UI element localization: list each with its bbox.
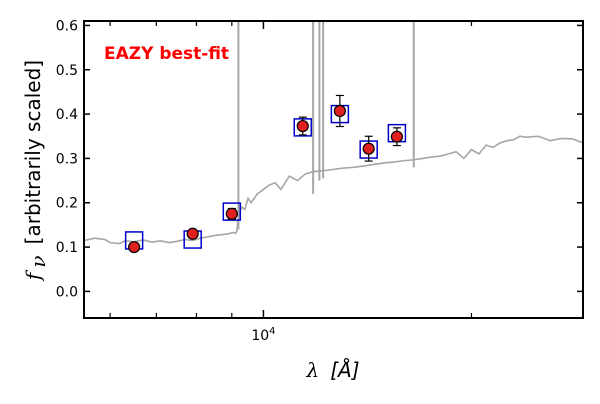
y-tick-label: 0.6 — [56, 18, 78, 34]
observed-photometry-point — [128, 240, 141, 254]
y-tick-label: 0.1 — [56, 240, 78, 256]
observed-photometry-point — [225, 207, 238, 220]
x-axis-label-symbol: λ — [305, 358, 319, 382]
observed-photometry-point — [362, 142, 375, 155]
y-axis-label-text: [arbitrarily scaled] — [21, 60, 45, 244]
eazy-best-fit-annotation: EAZY best-fit — [104, 44, 229, 64]
observed-photometry-point — [296, 119, 309, 133]
x-axis-label-unit: [Å] — [330, 358, 359, 382]
y-tick-label: 0.3 — [56, 151, 78, 167]
y-axis-label: f ν [arbitrarily scaled] — [21, 60, 50, 282]
plot-area — [84, 21, 583, 254]
y-axis-label-symbol: f — [21, 269, 45, 282]
plot-frame — [83, 20, 584, 319]
y-tick-label: 0.5 — [56, 63, 78, 79]
observed-photometry-point — [186, 227, 199, 240]
x-tick-label-base: 10 — [251, 328, 269, 344]
x-tick-label-exponent: 4 — [269, 326, 275, 337]
svg-text:f ν [arbitrari: f ν [arbitrarily scaled] — [21, 60, 50, 282]
x-tick-label: 104 — [251, 326, 275, 344]
y-tick-label: 0.2 — [56, 196, 78, 212]
y-axis-label-subscript: ν — [26, 255, 50, 267]
svg-text:λ [Å]: λ [Å] — [305, 358, 359, 382]
axis-ticks: 0.0 0.1 0.2 0.3 0.4 0.5 0.6 104 — [56, 18, 583, 344]
model-photometry-square — [222, 202, 242, 221]
x-axis-label: λ [Å] — [305, 358, 359, 382]
y-tick-label: 0.4 — [56, 107, 78, 123]
observed-photometry-point — [390, 130, 404, 143]
observed-photometry-point — [333, 104, 346, 118]
model-spectrum-line — [84, 135, 583, 245]
y-tick-label: 0.0 — [56, 284, 78, 300]
